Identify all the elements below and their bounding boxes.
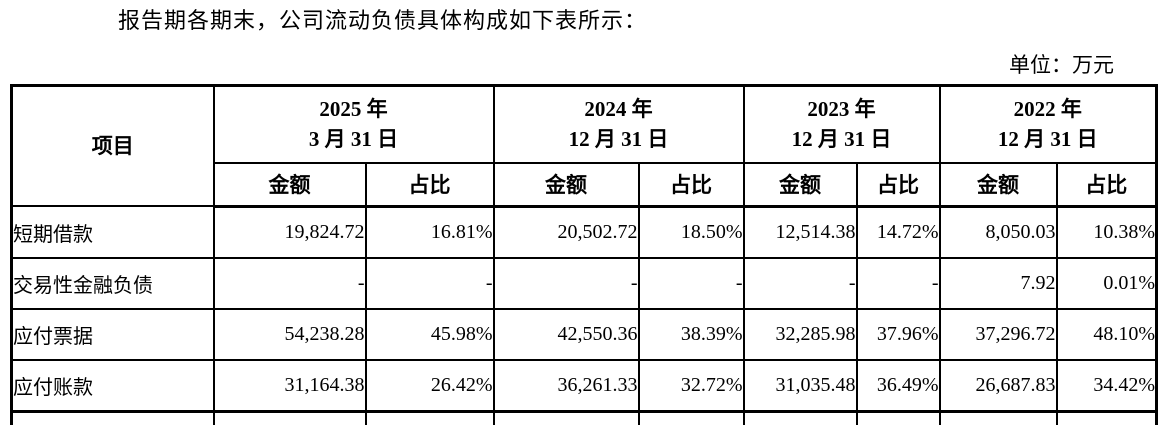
ratio-header-2025: 占比 [364,161,495,208]
table-row-trading-financial-liabilities: 交易性金融负债 - - - - - - 7.92 0.01% [10,256,1158,310]
liabilities-table: 项目 2025 年 3 月 31 日 2024 年 12 月 31 日 2023… [10,83,1158,425]
ratio-header-2024: 占比 [637,161,745,208]
ratio-cell: 14.72% [855,205,941,259]
table-row-short-term-borrowings: 短期借款 19,824.72 16.81% 20,502.72 18.50% 1… [10,205,1158,259]
amount-cell: 26,687.83 [938,358,1058,413]
row-item-label: 应付票据 [10,307,215,361]
period-date: 12 月 31 日 [791,127,892,152]
amount-cell: 8,050.03 [938,205,1058,259]
ratio-cell: 34.42% [1055,358,1158,413]
period-header-2025: 2025 年 3 月 31 日 [212,84,495,164]
amount-header-2025: 金额 [212,161,367,208]
amount-cell: 7.92 [938,256,1058,310]
amount-cell: 12,514.38 [742,205,858,259]
amount-cell: - [742,256,858,310]
amount-cell: 42,550.36 [492,307,640,361]
table-row-notes-payable: 应付票据 54,238.28 45.98% 42,550.36 38.39% 3… [10,307,1158,361]
amount-header-2022: 金额 [938,161,1058,208]
unit-label: 单位：万元 [1009,52,1114,77]
clipped-next-row [10,409,1158,425]
row-item-label: 交易性金融负债 [10,256,215,310]
ratio-cell: 45.98% [364,307,495,361]
ratio-cell: 32.72% [637,358,745,413]
period-date: 12 月 31 日 [568,127,669,152]
period-date: 12 月 31 日 [997,127,1098,152]
period-date: 3 月 31 日 [308,127,399,152]
row-item-label: 应付账款 [10,358,215,413]
amount-cell: 19,824.72 [212,205,367,259]
ratio-cell: 48.10% [1055,307,1158,361]
ratio-cell: 18.50% [637,205,745,259]
amount-cell: 32,285.98 [742,307,858,361]
ratio-cell: 37.96% [855,307,941,361]
ratio-cell: 10.38% [1055,205,1158,259]
period-header-2022: 2022 年 12 月 31 日 [938,84,1158,164]
ratio-cell: 0.01% [1055,256,1158,310]
ratio-header-2023: 占比 [855,161,941,208]
ratio-cell: - [637,256,745,310]
ratio-header-2022: 占比 [1055,161,1158,208]
ratio-cell: - [855,256,941,310]
amount-cell: - [492,256,640,310]
period-year: 2022 年 [1013,96,1082,121]
col-header-item: 项目 [10,84,215,208]
amount-cell: 36,261.33 [492,358,640,413]
amount-cell: 31,035.48 [742,358,858,413]
ratio-cell: - [364,256,495,310]
amount-header-2024: 金额 [492,161,640,208]
amount-cell: - [212,256,367,310]
ratio-cell: 38.39% [637,307,745,361]
ratio-cell: 16.81% [364,205,495,259]
ratio-cell: 26.42% [364,358,495,413]
intro-paragraph: 报告期各期末，公司流动负债具体构成如下表所示： [118,8,648,33]
period-year: 2024 年 [584,96,653,121]
amount-cell: 20,502.72 [492,205,640,259]
amount-cell: 37,296.72 [938,307,1058,361]
period-year: 2025 年 [319,96,388,121]
amount-cell: 54,238.28 [212,307,367,361]
table-row-accounts-payable: 应付账款 31,164.38 26.42% 36,261.33 32.72% 3… [10,358,1158,413]
amount-header-2023: 金额 [742,161,858,208]
amount-cell: 31,164.38 [212,358,367,413]
ratio-cell: 36.49% [855,358,941,413]
period-header-2024: 2024 年 12 月 31 日 [492,84,745,164]
period-header-2023: 2023 年 12 月 31 日 [742,84,941,164]
row-item-label: 短期借款 [10,205,215,259]
period-year: 2023 年 [807,96,876,121]
